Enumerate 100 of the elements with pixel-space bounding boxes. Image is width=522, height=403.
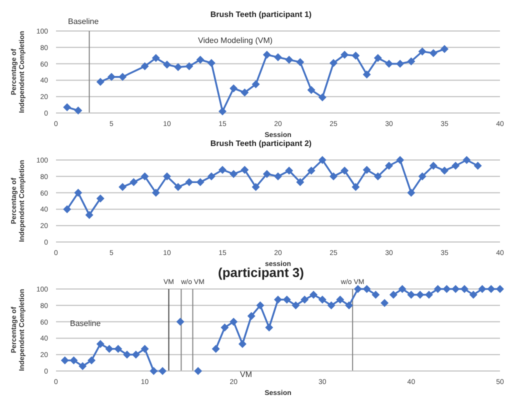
point <box>354 285 362 293</box>
point <box>389 290 398 299</box>
point <box>140 62 149 70</box>
point <box>429 49 438 58</box>
point <box>174 63 182 72</box>
point <box>469 290 478 299</box>
point <box>285 166 294 175</box>
point <box>140 172 149 180</box>
point <box>318 296 326 304</box>
point <box>196 178 204 186</box>
point <box>140 344 149 353</box>
point <box>185 178 194 186</box>
point <box>340 166 349 175</box>
point <box>310 290 318 299</box>
point <box>78 362 87 370</box>
point <box>218 166 226 174</box>
point <box>352 183 360 192</box>
point <box>96 78 104 86</box>
point <box>460 285 468 293</box>
point <box>118 72 127 81</box>
point <box>352 52 360 60</box>
point <box>345 301 354 310</box>
point <box>380 298 389 307</box>
point <box>230 318 238 326</box>
point <box>247 312 256 320</box>
point <box>274 296 282 304</box>
point <box>220 324 229 332</box>
point <box>407 188 416 197</box>
point <box>74 106 82 115</box>
point <box>63 205 72 214</box>
point <box>88 356 96 364</box>
point <box>194 367 202 375</box>
point <box>238 340 246 348</box>
point <box>96 194 104 203</box>
chart-title: Brush Teeth (participant 1) <box>210 10 312 19</box>
point <box>318 93 326 102</box>
point <box>372 290 380 299</box>
point <box>108 72 116 81</box>
point <box>374 172 382 180</box>
point <box>374 54 382 62</box>
point <box>230 84 238 92</box>
point <box>398 285 406 293</box>
point <box>240 88 249 96</box>
point <box>474 162 482 170</box>
chart-title: Brush Teeth (participant 2) <box>209 138 313 150</box>
point <box>252 80 260 88</box>
point <box>418 172 426 180</box>
point <box>362 166 371 174</box>
point <box>424 290 433 299</box>
point <box>96 340 104 348</box>
point <box>327 301 336 310</box>
point <box>230 170 238 178</box>
point <box>196 56 204 64</box>
point <box>362 70 371 78</box>
point <box>158 367 167 375</box>
point <box>282 296 291 304</box>
point <box>63 103 72 112</box>
point <box>152 188 160 197</box>
point <box>60 356 69 364</box>
point <box>330 58 338 67</box>
point <box>496 285 504 293</box>
point <box>176 318 184 326</box>
point <box>274 172 282 180</box>
point <box>285 56 294 64</box>
annotation: VM <box>240 370 252 379</box>
point <box>440 45 448 54</box>
point <box>336 296 344 304</box>
point <box>429 162 438 170</box>
point <box>307 86 316 94</box>
point <box>256 301 264 310</box>
point <box>152 54 160 62</box>
point <box>163 172 171 180</box>
point <box>307 166 316 175</box>
point <box>74 188 82 197</box>
point <box>330 172 338 180</box>
annotation: Video Modeling (VM) <box>198 36 273 45</box>
point <box>70 356 78 364</box>
point <box>452 285 460 293</box>
point <box>240 166 249 174</box>
point <box>362 285 371 293</box>
point <box>292 301 300 310</box>
point <box>385 60 393 68</box>
point <box>396 156 404 164</box>
point <box>118 183 127 192</box>
point <box>218 107 226 116</box>
point <box>407 57 416 66</box>
point <box>407 290 416 299</box>
point <box>114 344 122 353</box>
text: Baseline <box>68 17 99 26</box>
point <box>440 166 448 175</box>
point <box>132 350 140 359</box>
point <box>418 48 426 56</box>
point <box>462 156 471 164</box>
point <box>340 50 349 59</box>
point <box>150 367 158 375</box>
point <box>274 53 282 62</box>
point <box>416 290 424 299</box>
point <box>123 350 132 359</box>
point <box>130 178 138 186</box>
point <box>296 58 304 66</box>
